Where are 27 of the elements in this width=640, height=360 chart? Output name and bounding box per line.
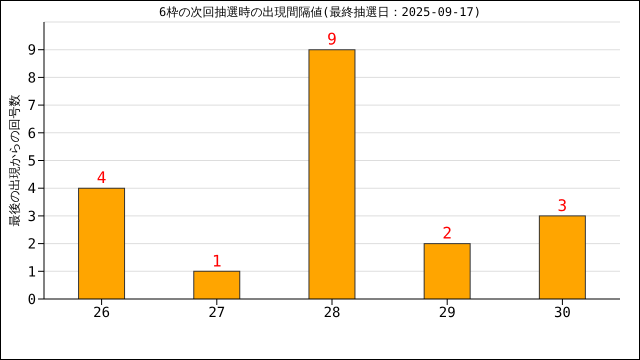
y-axis-title: 最後の出現からの回号数	[7, 94, 22, 226]
y-tick-label: 2	[28, 236, 36, 253]
y-tick-label: 4	[28, 181, 36, 198]
y-tick-label: 3	[28, 208, 36, 225]
x-tick-label: 27	[208, 304, 226, 321]
x-tick-label: 29	[438, 304, 456, 321]
data-label: 4	[96, 168, 106, 188]
x-tick-label: 30	[554, 304, 571, 321]
data-label: 1	[212, 251, 222, 270]
y-tick-label: 0	[28, 292, 36, 308]
bar	[308, 49, 356, 299]
data-label: 3	[558, 196, 568, 215]
bar	[193, 270, 240, 299]
data-label: 2	[442, 224, 452, 243]
data-label: 9	[327, 30, 337, 49]
y-tick-label: 7	[28, 98, 36, 114]
x-tick-label: 26	[93, 304, 110, 321]
y-tick-label: 5	[28, 153, 36, 170]
chart-title: 6枠の次回抽選時の出現間隔値(最終抽選日：2025-09-17)	[158, 4, 482, 21]
bar	[424, 243, 471, 299]
bar	[538, 215, 586, 299]
y-tick-label: 1	[28, 264, 36, 280]
y-tick-label: 6	[28, 126, 36, 142]
x-tick-label: 28	[324, 304, 340, 321]
bar	[78, 188, 126, 299]
y-tick-label: 8	[28, 70, 36, 86]
y-tick-label: 9	[28, 42, 36, 59]
